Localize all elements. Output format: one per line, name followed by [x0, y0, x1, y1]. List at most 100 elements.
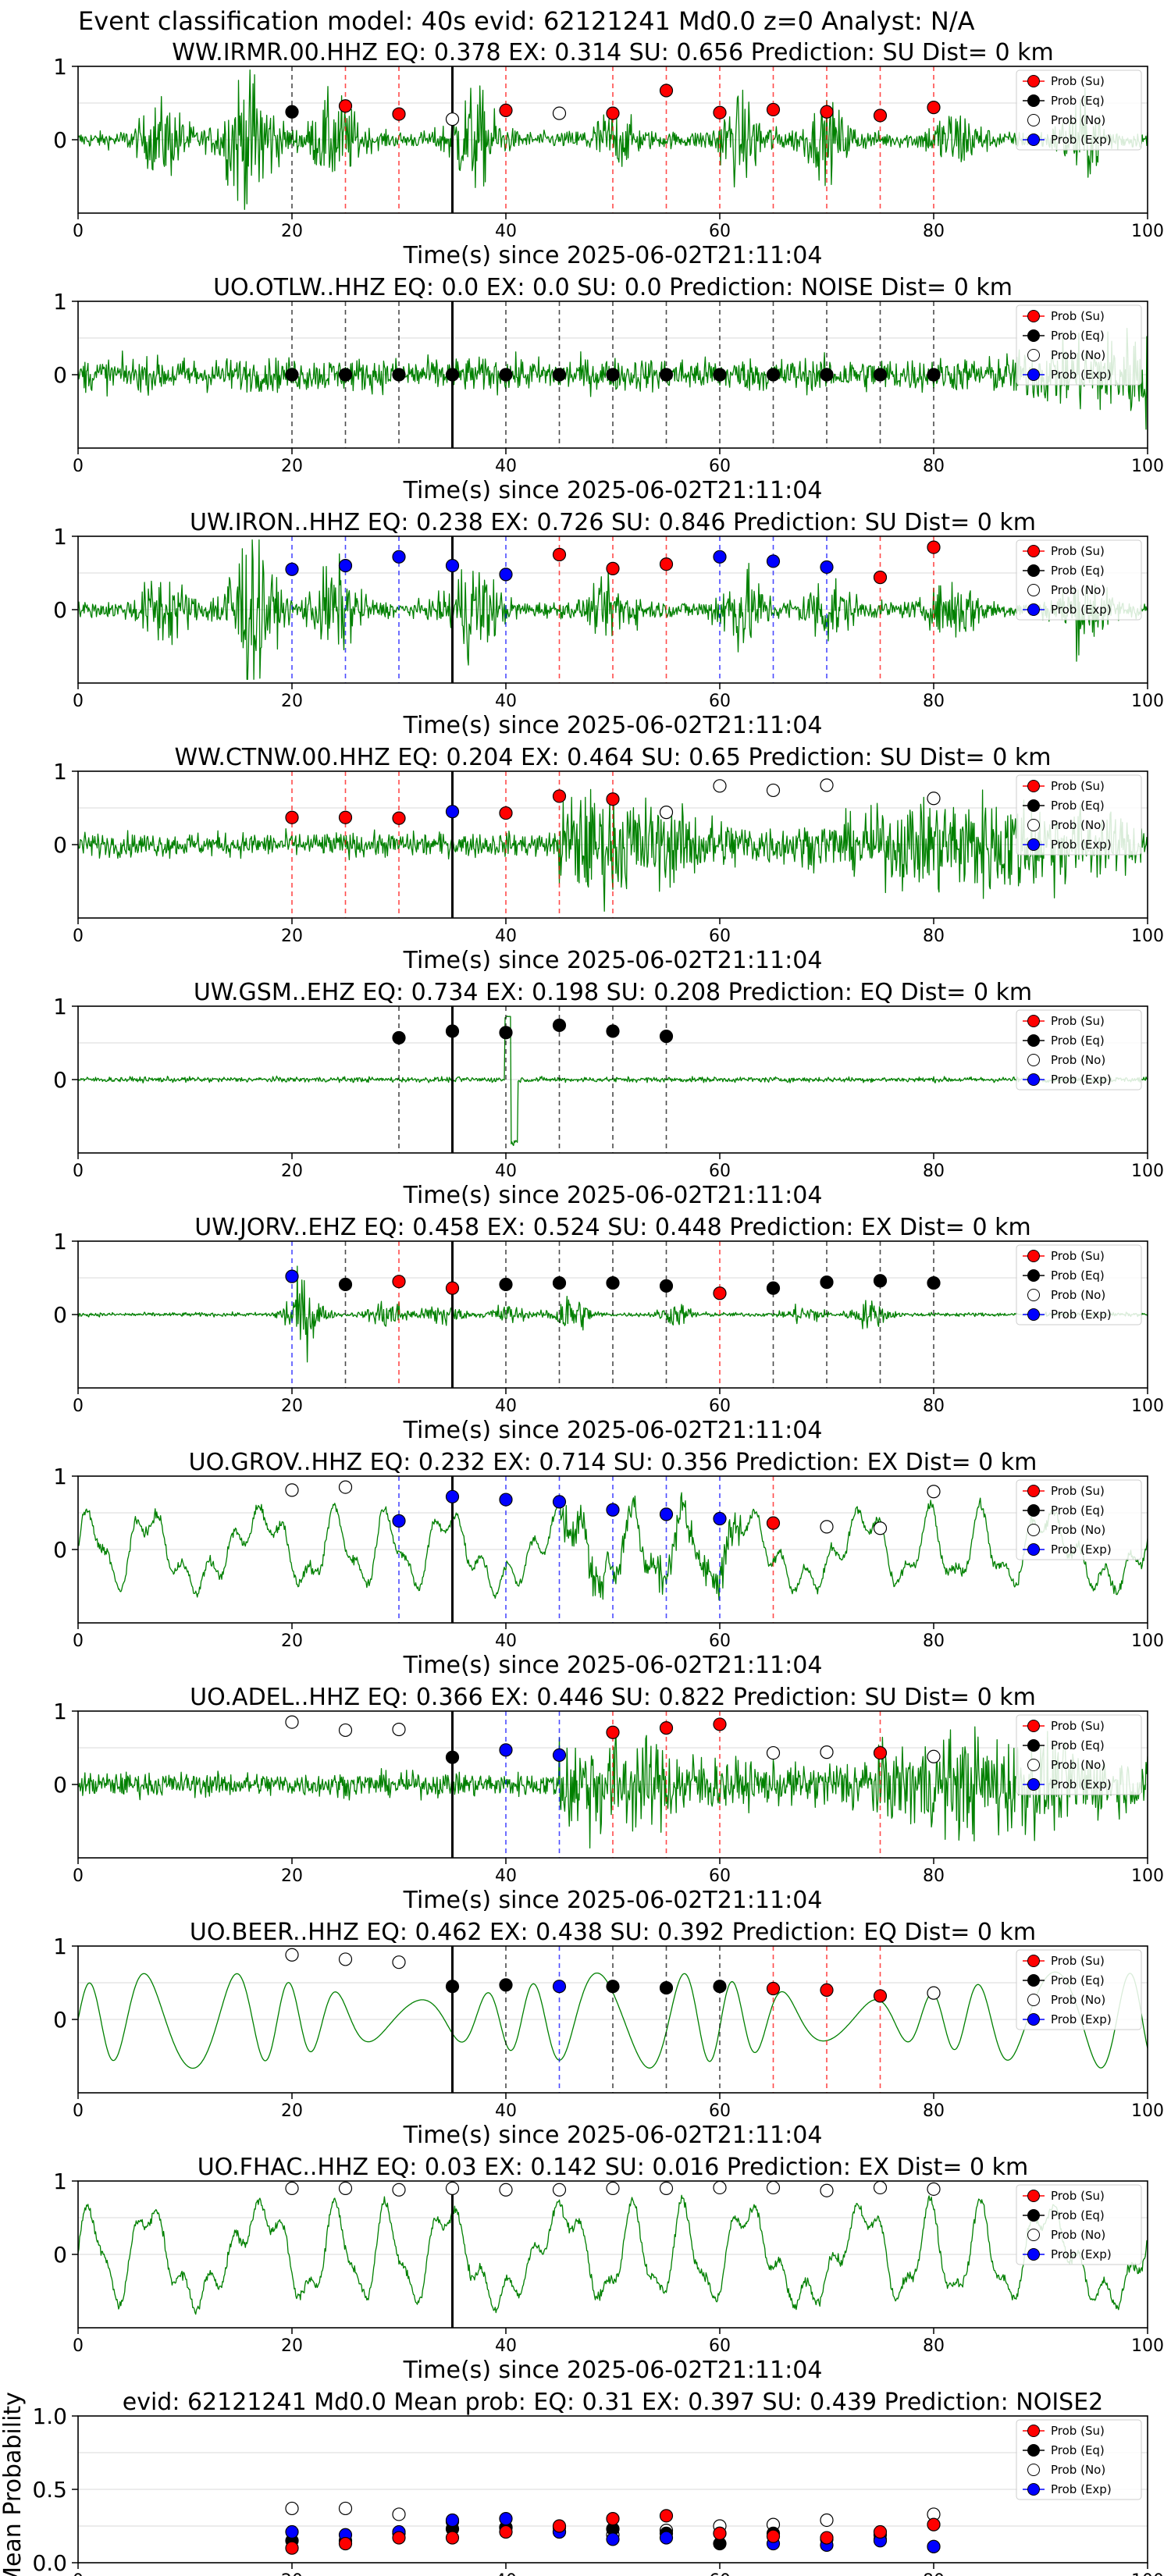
x-tick-label: 40 [495, 1631, 517, 1651]
x-tick-label: 0 [73, 692, 84, 711]
x-tick-label: 20 [281, 2336, 303, 2356]
legend-label-exp: Prob (Exp) [1051, 2247, 1112, 2261]
prob-point-no [659, 806, 674, 820]
x-tick-label: 20 [281, 2571, 303, 2576]
x-axis-label: Time(s) since 2025-06-02T21:11:04 [403, 2122, 823, 2149]
prob-point-exp [552, 1980, 567, 1994]
y-tick-label: 0 [53, 2242, 67, 2268]
prob-point-exp [820, 560, 834, 575]
mean-point-no [285, 2501, 299, 2516]
plot-area [78, 1006, 1148, 1153]
prob-point-no [445, 112, 460, 126]
figure-title: Event classification model: 40s evid: 62… [78, 6, 975, 36]
x-tick-label: 60 [709, 1866, 731, 1886]
prob-point-su [338, 810, 353, 824]
x-tick-label: 20 [281, 222, 303, 241]
y-tick-label: 0.5 [32, 2477, 67, 2503]
mean-point-exp [445, 2513, 460, 2528]
prob-point-su [927, 540, 941, 554]
legend-label-eq: Prob (Eq) [1051, 1034, 1105, 1048]
x-tick-label: 80 [923, 927, 945, 946]
mean-point-su [713, 2526, 727, 2540]
x-tick-label: 0 [73, 457, 84, 476]
legend-box [1016, 539, 1142, 621]
x-tick-label: 0 [73, 927, 84, 946]
prob-point-su [499, 103, 513, 117]
prob-point-no [927, 1749, 941, 1763]
legend-label-su: Prob (Su) [1051, 1719, 1105, 1733]
legend-box [1016, 69, 1142, 151]
mean-point-su [285, 2541, 299, 2555]
legend-box [1016, 1244, 1142, 1325]
x-tick-label: 80 [923, 457, 945, 476]
x-axis-label: Time(s) since 2025-06-02T21:11:04 [403, 2357, 823, 2384]
waveform-trace [78, 539, 1148, 680]
legend-label-su: Prob (Su) [1051, 1014, 1105, 1028]
prob-point-no [338, 2181, 353, 2195]
prob-point-eq [552, 1018, 567, 1033]
legend-label-exp: Prob (Exp) [1051, 133, 1112, 147]
prob-point-eq [499, 1026, 513, 1040]
y-tick-label: 0 [53, 1537, 67, 1563]
legend-marker-no [1027, 1054, 1040, 1066]
prob-point-no [820, 778, 834, 792]
x-tick-label: 40 [495, 927, 517, 946]
x-tick-label: 0 [73, 2101, 84, 2121]
legend-label-eq: Prob (Eq) [1051, 2208, 1105, 2222]
prob-point-eq [445, 368, 460, 382]
legend-label-su: Prob (Su) [1051, 2424, 1105, 2438]
x-tick-label: 20 [281, 2101, 303, 2121]
legend-label-no: Prob (No) [1051, 2228, 1105, 2242]
legend-marker-no [1027, 114, 1040, 126]
prob-point-exp [445, 558, 460, 573]
mean-point-exp [285, 2524, 299, 2539]
legend-label-no: Prob (No) [1051, 818, 1105, 832]
legend-label-su: Prob (Su) [1051, 309, 1105, 323]
prob-point-eq [499, 368, 513, 382]
legend-label-su: Prob (Su) [1051, 1954, 1105, 1968]
prob-point-su [873, 571, 888, 585]
legend-box [1016, 1479, 1142, 1560]
prob-point-exp [338, 558, 353, 573]
legend-marker-exp [1027, 1778, 1040, 1791]
legend-marker-eq [1027, 1504, 1040, 1517]
x-tick-label: 40 [495, 2571, 517, 2576]
prob-point-su [766, 1981, 781, 1996]
x-tick-label: 100 [1131, 692, 1164, 711]
prob-point-no [873, 2181, 888, 2195]
waveform-trace [78, 788, 1148, 912]
y-tick-label: 1 [53, 524, 67, 550]
x-tick-label: 100 [1131, 1397, 1164, 1416]
prob-point-su [873, 1745, 888, 1760]
legend-label-no: Prob (No) [1051, 1758, 1105, 1772]
prob-point-su [873, 109, 888, 123]
x-tick-label: 60 [709, 692, 731, 711]
legend-marker-su [1027, 1015, 1040, 1027]
x-tick-label: 40 [495, 2336, 517, 2356]
legend-label-eq: Prob (Eq) [1051, 1738, 1105, 1752]
legend-marker-eq [1027, 799, 1040, 812]
legend-label-exp: Prob (Exp) [1051, 838, 1112, 852]
x-tick-label: 0 [73, 222, 84, 241]
x-axis-label: Time(s) since 2025-06-02T21:11:04 [403, 1417, 823, 1444]
x-tick-label: 0 [73, 2571, 84, 2576]
x-tick-label: 80 [923, 2101, 945, 2121]
mean-point-su [392, 2531, 406, 2545]
legend-label-no: Prob (No) [1051, 583, 1105, 597]
panel-title: WW.IRMR.00.HHZ EQ: 0.378 EX: 0.314 SU: 0… [172, 39, 1053, 66]
x-tick-label: 60 [709, 1397, 731, 1416]
prob-point-eq [445, 1024, 460, 1038]
legend-marker-exp [1027, 1073, 1040, 1086]
legend-marker-exp [1027, 2013, 1040, 2026]
legend-label-no: Prob (No) [1051, 2463, 1105, 2477]
prob-point-no [606, 2181, 620, 2195]
x-tick-label: 100 [1131, 1631, 1164, 1651]
legend-marker-su [1027, 75, 1040, 87]
legend-label-su: Prob (Su) [1051, 1484, 1105, 1498]
mean-point-no [392, 2507, 406, 2521]
y-tick-label: 0 [53, 1067, 67, 1093]
x-tick-label: 40 [495, 1866, 517, 1886]
prob-point-su [659, 84, 674, 98]
y-tick-label: 1 [53, 1229, 67, 1254]
mean-point-su [552, 2519, 567, 2533]
